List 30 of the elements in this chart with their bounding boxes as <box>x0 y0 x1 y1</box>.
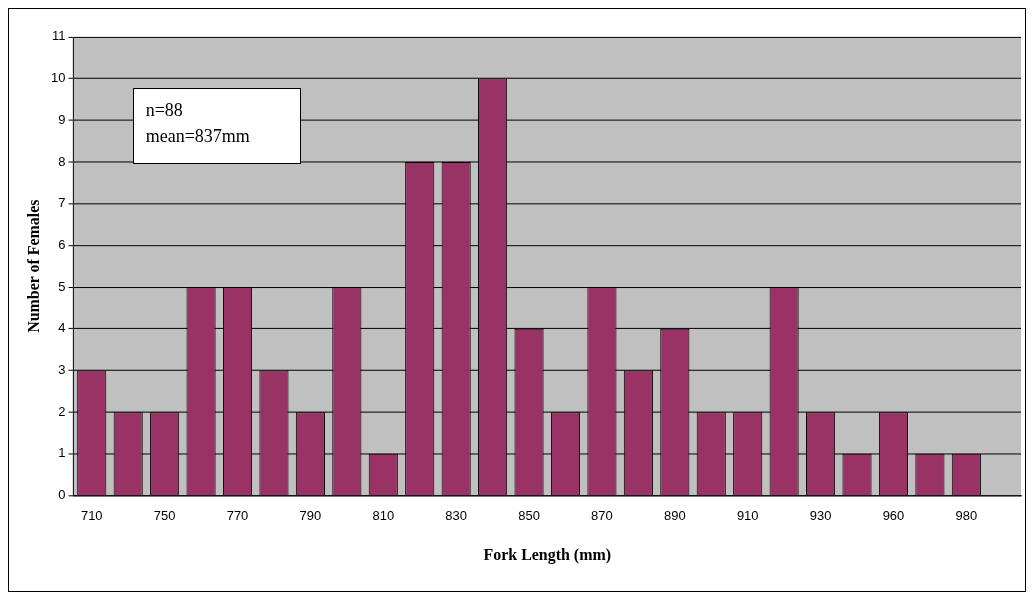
y-axis-title: Number of Females <box>24 199 42 333</box>
y-tick-label: 9 <box>58 111 66 127</box>
y-tick-label: 2 <box>58 403 66 419</box>
x-tick-label: 770 <box>226 507 249 523</box>
annotation: mean=837mm <box>145 125 250 148</box>
y-tick-label: 4 <box>58 320 66 336</box>
y-tick-label: 5 <box>58 278 66 294</box>
x-axis-title: Fork Length (mm) <box>483 545 612 564</box>
y-tick-label: 8 <box>58 153 66 169</box>
y-tick-label: 7 <box>58 195 66 211</box>
x-tick-label: 790 <box>299 507 322 523</box>
x-tick-label: 850 <box>518 507 540 523</box>
note-box: n=88 mean=837mm <box>132 88 301 164</box>
x-tick-label: 870 <box>591 507 613 523</box>
y-tick-label: 3 <box>58 362 66 378</box>
x-tick-label: 830 <box>445 507 467 523</box>
x-tick-label: 960 <box>882 507 905 523</box>
y-tick-label: 0 <box>58 487 66 503</box>
x-tick-label: 710 <box>80 507 103 523</box>
y-tick-label: 10 <box>51 70 66 86</box>
x-tick-label: 750 <box>153 507 176 523</box>
annotation: n=88 <box>145 99 184 122</box>
y-tick-label: 1 <box>58 445 66 461</box>
y-tick-label: 6 <box>58 236 66 252</box>
x-tick-label: 930 <box>809 507 832 523</box>
y-tick-label: 11 <box>52 28 66 44</box>
x-tick-label: 810 <box>372 507 395 523</box>
x-tick-label: 890 <box>663 507 686 523</box>
x-tick-label: 980 <box>955 507 978 523</box>
x-tick-label: 910 <box>736 507 759 523</box>
